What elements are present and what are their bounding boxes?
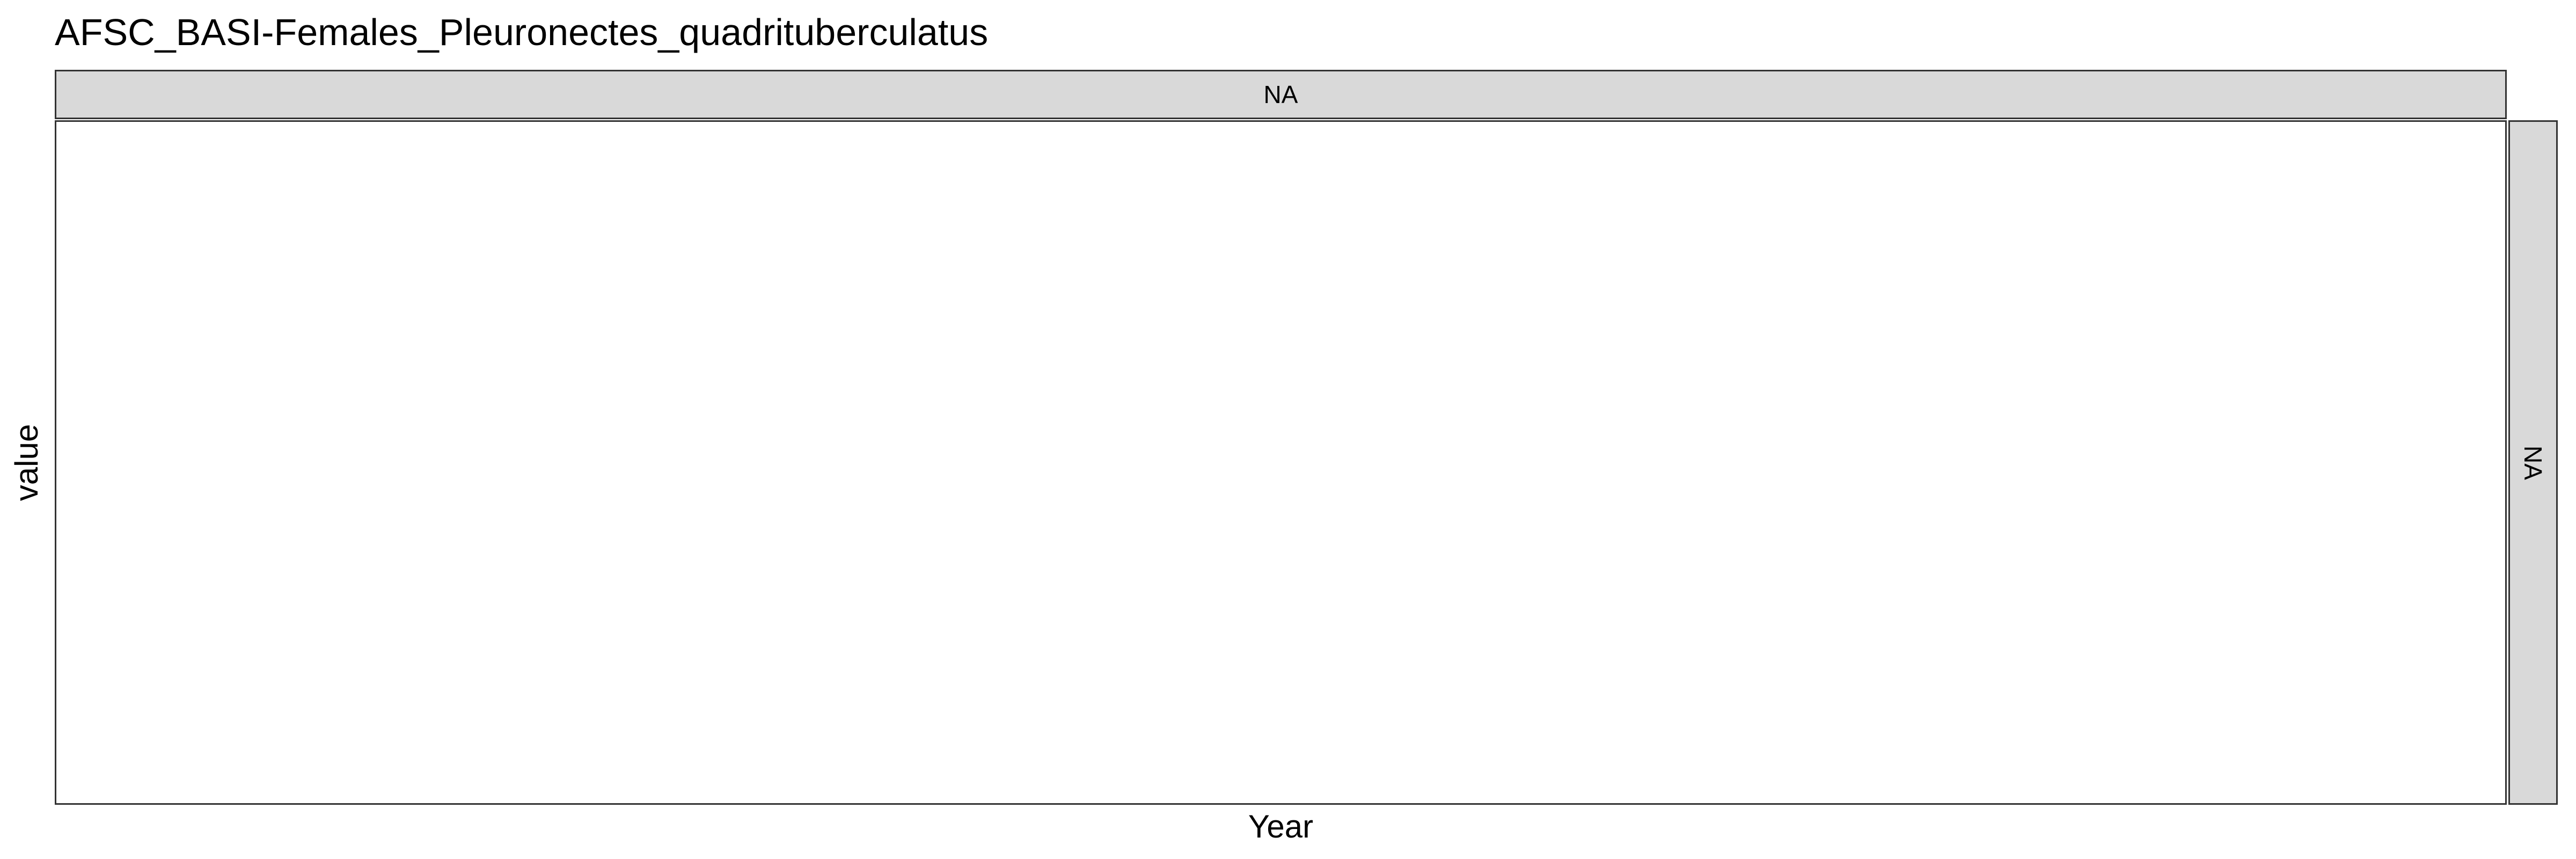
y-axis-label: value <box>9 424 45 501</box>
facet-strip-top: NA <box>55 70 2507 119</box>
y-axis-label-container: value <box>0 120 54 805</box>
facet-strip-right: NA <box>2508 120 2558 805</box>
x-axis-label: Year <box>1248 809 1314 845</box>
facet-strip-top-label: NA <box>1263 81 1298 108</box>
facet-strip-right-label: NA <box>2519 445 2547 480</box>
plot-area <box>56 122 2505 803</box>
plot-panel <box>55 120 2507 805</box>
chart-title: AFSC_BASI-Females_Pleuronectes_quadritub… <box>55 11 989 53</box>
